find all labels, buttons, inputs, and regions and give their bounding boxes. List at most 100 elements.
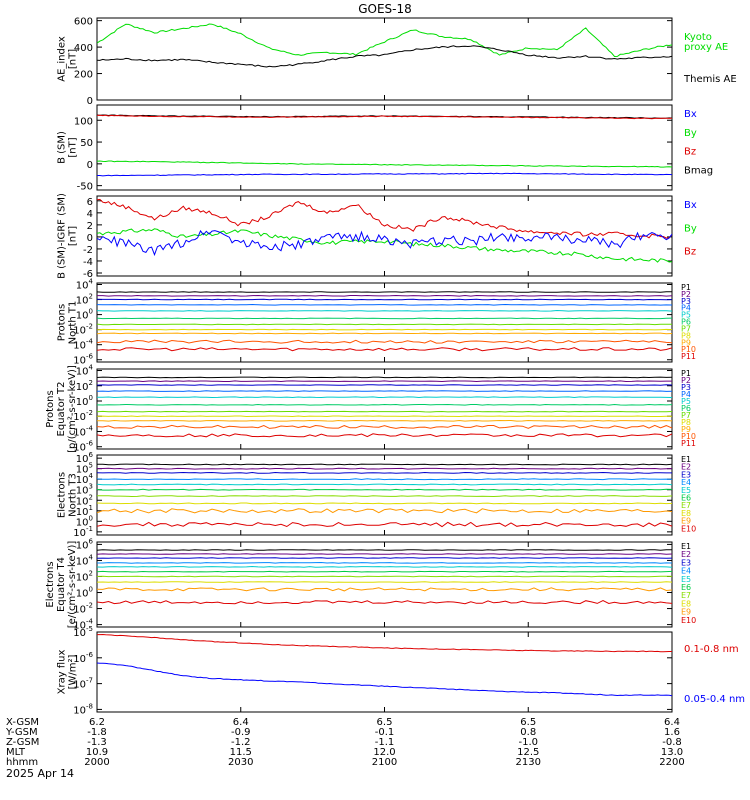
x-row-value: 2000 (84, 757, 109, 768)
channel-e8 (97, 581, 672, 583)
channel-p3 (97, 384, 672, 386)
channel-label: E9 (681, 608, 691, 617)
channel-label: P2 (681, 290, 691, 299)
channel-label: E6 (681, 583, 691, 592)
plot-area (97, 198, 672, 263)
date-label: 2025 Apr 14 (6, 767, 74, 780)
x-row-value: 6.5 (520, 717, 536, 728)
y-tick-label: 10-1 (73, 525, 93, 539)
legend-entry: By (684, 223, 697, 234)
y-tick-label: 103 (76, 483, 93, 497)
channel-label: E3 (681, 558, 691, 567)
channel-label: P8 (681, 331, 691, 340)
panel-xray: 10-8 10-7 10-6 10-5 Xray flux [W/m²] 0.1-0.8 n… (57, 625, 746, 716)
plot-area (97, 291, 672, 352)
y-axis-label: Xray flux (57, 650, 68, 695)
channel-p10 (97, 339, 672, 344)
y-tick-label: 100 (74, 116, 93, 127)
channel-e10 (97, 521, 672, 528)
y-tick-label: 10-2 (73, 602, 93, 616)
y-tick-label: 50 (80, 138, 93, 149)
channel-e10 (97, 600, 672, 605)
channel-p11 (97, 347, 672, 352)
channel-p2 (97, 294, 672, 297)
channel-label: E10 (681, 616, 696, 625)
channel-label: P6 (681, 404, 691, 413)
panel-bsm: -50 0 50 100 B (SM) [nT] Bx By Bz Bmag (57, 104, 713, 193)
x-row-value: -0.1 (375, 727, 395, 738)
channel-label: E2 (681, 550, 691, 559)
x-row-label: Y-GSM (5, 727, 38, 738)
x-row-value: 0.8 (520, 727, 536, 738)
y-tick-label: -4 (83, 257, 93, 268)
legend-entry: Bz (684, 147, 696, 158)
y-tick-label: 102 (76, 493, 93, 507)
plot-area (97, 114, 672, 177)
channel-p9 (97, 332, 672, 335)
channel-label: P10 (681, 345, 696, 354)
y-tick-label: 102 (76, 293, 93, 307)
channel-label: E8 (681, 509, 691, 518)
y-axis-label: [nT] (68, 137, 79, 157)
legend-entry: Bz (684, 247, 696, 258)
channel-p4 (97, 390, 672, 392)
y-tick-label: -2 (83, 245, 93, 256)
x-row-value: 2100 (372, 757, 397, 768)
y-tick-label: 106 (76, 451, 94, 465)
channel-label: P5 (681, 397, 691, 406)
x-row-value: 6.2 (89, 717, 105, 728)
channel-p6 (97, 403, 672, 406)
x-row-value: 10.9 (86, 747, 108, 758)
channel-e5 (97, 483, 672, 486)
x-row-value: 6.4 (664, 717, 680, 728)
y-tick-label: 200 (74, 70, 93, 81)
channel-label: E2 (681, 463, 691, 472)
y-axis-label: Protons (45, 390, 56, 427)
series-bx (97, 229, 672, 257)
y-axis-label: [W/m²] (68, 654, 79, 689)
y-tick-label: 10-7 (73, 677, 93, 691)
y-tick-label: 104 (76, 278, 94, 292)
channel-e6 (97, 570, 672, 573)
channel-e7 (97, 495, 672, 498)
channel-e2 (97, 553, 672, 555)
y-tick-label: 106 (76, 537, 94, 551)
x-row-value: 12.0 (373, 747, 395, 758)
x-axis-table: X-GSM 6.2 6.4 6.5 6.5 6.4 Y-GSM -1.8 -0.9 -0.1 0.8… (5, 717, 685, 768)
panel-frame (96, 631, 673, 713)
series-by (97, 228, 672, 263)
channel-p5 (97, 309, 672, 312)
x-row-value: 12.5 (517, 747, 539, 758)
y-tick-label: 10-5 (73, 625, 93, 639)
y-tick-label: 100 (76, 586, 93, 600)
channel-label: E8 (681, 599, 691, 608)
channel-e1 (97, 549, 672, 551)
y-axis-label: Protons (57, 304, 68, 341)
y-axis-label: [e/(cm²-s-sr-keV)] (67, 541, 78, 629)
channel-p7 (97, 410, 672, 413)
x-row-value: 13.0 (661, 747, 683, 758)
y-axis-label: AE_index (57, 36, 68, 82)
plot-area (97, 549, 672, 605)
plot-area (97, 633, 672, 697)
y-tick-label: 101 (76, 504, 93, 518)
y-tick-label: 0 (87, 233, 93, 244)
y-axis-label: North T1 (68, 301, 79, 345)
y-tick-label: 100 (76, 514, 93, 528)
y-tick-label: -6 (83, 269, 93, 280)
channel-e3 (97, 557, 672, 559)
y-tick-label: -50 (77, 182, 93, 193)
y-axis-label: Electrons (45, 561, 56, 607)
channel-label: E7 (681, 501, 691, 510)
channel-e9 (97, 508, 672, 514)
y-tick-label: 100 (76, 394, 93, 408)
channel-p5 (97, 396, 672, 399)
channel-label: P11 (681, 439, 696, 448)
channel-label: P3 (681, 297, 691, 306)
plot-area (97, 376, 672, 438)
legend-entry: proxy AE (684, 42, 728, 53)
channel-label: E9 (681, 517, 691, 526)
channel-label: E4 (681, 567, 691, 576)
